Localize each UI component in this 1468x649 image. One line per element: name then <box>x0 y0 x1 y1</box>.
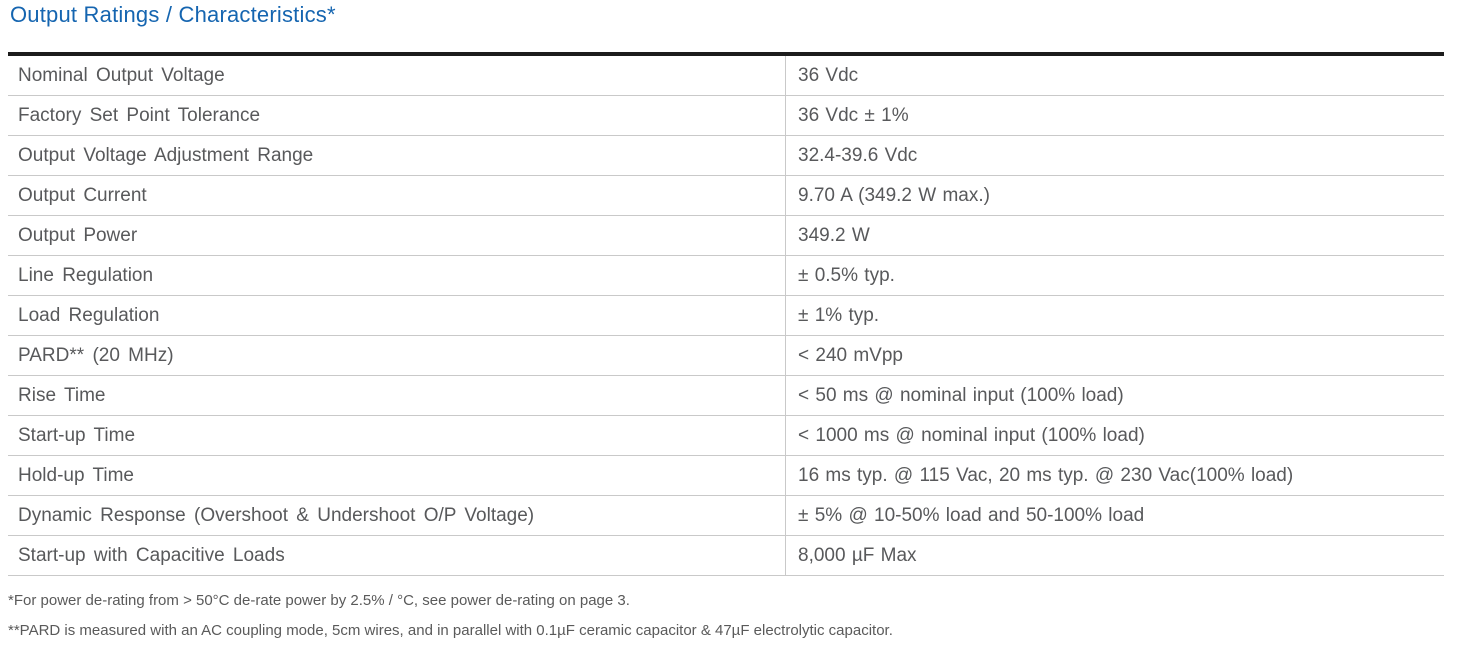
spec-label: PARD** (20 MHz) <box>8 335 786 376</box>
spec-value: 16 ms typ. @ 115 Vac, 20 ms typ. @ 230 V… <box>785 455 1444 496</box>
table-row: Output Power 349.2 W <box>8 215 1444 256</box>
table-row: Line Regulation ± 0.5% typ. <box>8 255 1444 296</box>
spec-label: Line Regulation <box>8 255 786 296</box>
spec-label: Nominal Output Voltage <box>8 54 786 96</box>
spec-label: Output Current <box>8 175 786 216</box>
spec-label: Output Power <box>8 215 786 256</box>
footnote-line: *For power de-rating from > 50°C de-rate… <box>8 592 630 609</box>
spec-label: Hold-up Time <box>8 455 786 496</box>
spec-label: Load Regulation <box>8 295 786 336</box>
spec-label: Dynamic Response (Overshoot & Undershoot… <box>8 495 786 536</box>
spec-value: ± 1% typ. <box>785 295 1444 336</box>
spec-value: 36 Vdc <box>785 54 1444 96</box>
footnotes: *For power de-rating from > 50°C de-rate… <box>8 586 893 646</box>
spec-label: Start-up with Capacitive Loads <box>8 535 786 576</box>
spec-label: Factory Set Point Tolerance <box>8 95 786 136</box>
spec-label: Rise Time <box>8 375 786 416</box>
table-row: Output Current 9.70 A (349.2 W max.) <box>8 175 1444 216</box>
footnote-line: **PARD is measured with an AC coupling m… <box>8 622 893 639</box>
table-row: Hold-up Time 16 ms typ. @ 115 Vac, 20 ms … <box>8 455 1444 496</box>
output-ratings-table-body: Nominal Output Voltage 36 Vdc Factory Set … <box>8 54 1444 576</box>
spec-value: < 1000 ms @ nominal input (100% load) <box>785 415 1444 456</box>
spec-value: 36 Vdc ± 1% <box>785 95 1444 136</box>
spec-value: 349.2 W <box>785 215 1444 256</box>
output-ratings-table: Nominal Output Voltage 36 Vdc Factory Set … <box>8 52 1444 576</box>
spec-value: < 240 mVpp <box>785 335 1444 376</box>
table-row: Dynamic Response (Overshoot & Undershoot… <box>8 495 1444 536</box>
table-row: Nominal Output Voltage 36 Vdc <box>8 54 1444 96</box>
table-row: Output Voltage Adjustment Range 32.4-39.6… <box>8 135 1444 176</box>
spec-value: 32.4-39.6 Vdc <box>785 135 1444 176</box>
table-row: Start-up Time < 1000 ms @ nominal input (… <box>8 415 1444 456</box>
spec-value: 8,000 µF Max <box>785 535 1444 576</box>
table-row: PARD** (20 MHz) < 240 mVpp <box>8 335 1444 376</box>
spec-value: ± 5% @ 10-50% load and 50-100% load <box>785 495 1444 536</box>
spec-value: ± 0.5% typ. <box>785 255 1444 296</box>
spec-value: < 50 ms @ nominal input (100% load) <box>785 375 1444 416</box>
table-row: Load Regulation ± 1% typ. <box>8 295 1444 336</box>
spec-value: 9.70 A (349.2 W max.) <box>785 175 1444 216</box>
table-row: Rise Time < 50 ms @ nominal input (100% l… <box>8 375 1444 416</box>
spec-label: Start-up Time <box>8 415 786 456</box>
table-row: Factory Set Point Tolerance 36 Vdc ± 1% <box>8 95 1444 136</box>
section-title: Output Ratings / Characteristics* <box>10 2 336 27</box>
table-row: Start-up with Capacitive Loads 8,000 µF M… <box>8 535 1444 576</box>
spec-label: Output Voltage Adjustment Range <box>8 135 786 176</box>
